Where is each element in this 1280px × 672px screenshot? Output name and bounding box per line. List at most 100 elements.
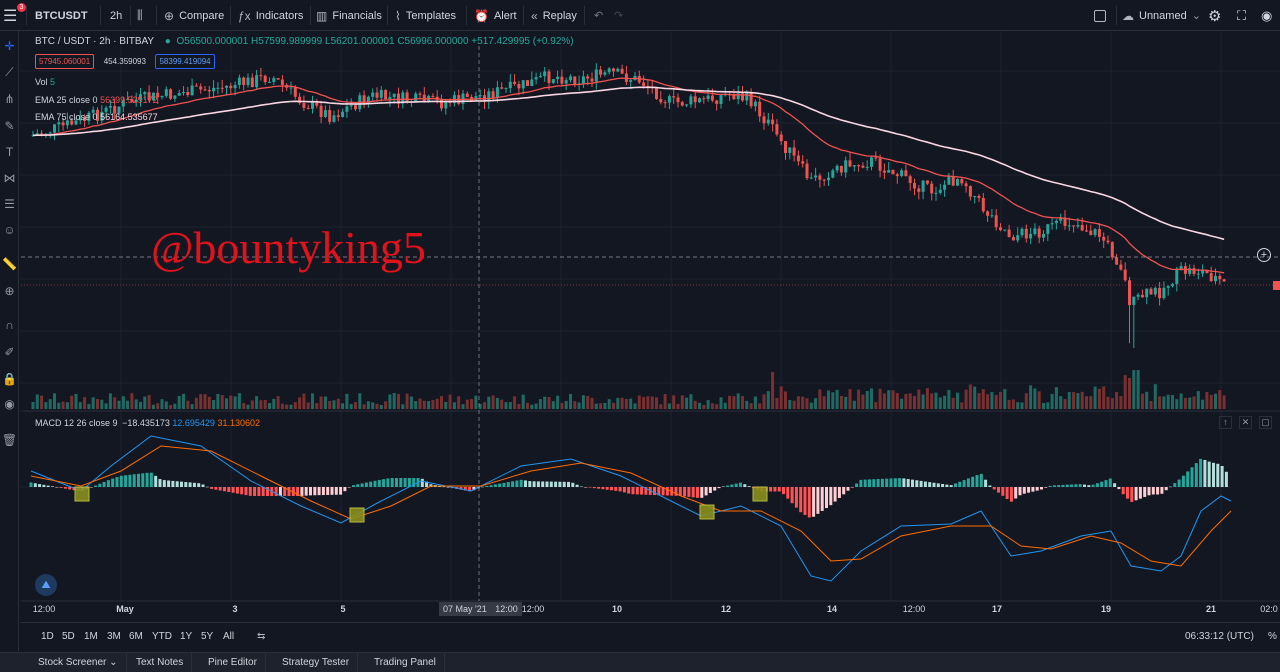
pane-close-button[interactable]: ✕ xyxy=(1239,416,1252,429)
range-button-1y[interactable]: 1Y xyxy=(180,631,193,642)
range-button-1m[interactable]: 1M xyxy=(84,631,98,642)
candle-body xyxy=(1123,269,1127,281)
range-button-5y[interactable]: 5Y xyxy=(201,631,214,642)
layout-menu[interactable]: ☁ Unnamed ⌄ xyxy=(1122,0,1201,31)
templates-button[interactable]: ⌇ Templates xyxy=(395,0,456,31)
utc-clock[interactable]: 06:33:12 (UTC) xyxy=(1185,631,1254,642)
percent-toggle[interactable]: % xyxy=(1268,631,1277,642)
macd-histogram-bar xyxy=(205,486,209,488)
stay-drawing-tool[interactable]: ✐ xyxy=(0,345,19,359)
magnet-tool[interactable]: ∩ xyxy=(0,318,19,332)
chart-area[interactable]: BTC / USDT · 2h · BITBAY ● O56500.000001… xyxy=(21,31,1280,622)
pane-maximize-button[interactable]: ▢ xyxy=(1259,416,1272,429)
pitchfork-tool[interactable]: ⋔ xyxy=(0,92,19,106)
calendar-icon: ⇆ xyxy=(257,631,266,642)
indicators-button[interactable]: ƒx Indicators xyxy=(238,0,303,31)
pane-move-up-button[interactable]: ↑ xyxy=(1219,416,1232,429)
chart-canvas[interactable] xyxy=(21,31,1280,622)
volume-bar xyxy=(870,388,873,409)
tab-strategy-tester[interactable]: Strategy Tester xyxy=(274,653,359,672)
visibility-tool[interactable]: ◉ xyxy=(0,397,19,411)
range-button-6m[interactable]: 6M xyxy=(129,631,143,642)
candle-body xyxy=(538,76,542,78)
symbol-search[interactable]: BTCUSDT xyxy=(35,9,88,22)
replay-button[interactable]: « Replay xyxy=(531,0,577,31)
fib-tool[interactable]: ☰ xyxy=(0,197,19,211)
tab-stock-screener[interactable]: Stock Screener ⌄ xyxy=(30,653,127,672)
candle-body xyxy=(121,100,125,107)
macd-histogram-bar xyxy=(1169,486,1172,488)
settings-button[interactable]: ⚙ xyxy=(1208,0,1221,31)
zoom-tool[interactable]: ⊕ xyxy=(0,284,19,298)
vol-label: Vol xyxy=(35,77,48,87)
candle-body xyxy=(61,122,65,126)
candle-body xyxy=(1218,275,1222,280)
financials-button[interactable]: ▥ Financials xyxy=(316,0,382,31)
select-layout-button[interactable] xyxy=(1094,0,1106,31)
volume-bar xyxy=(603,403,607,409)
candle-body xyxy=(1042,233,1045,238)
trendline-tool[interactable]: ⟋ xyxy=(0,65,19,79)
volume-bar xyxy=(160,399,164,409)
volume-bar xyxy=(822,396,826,409)
volume-bar xyxy=(83,397,87,409)
candle-body xyxy=(87,112,91,122)
interval-button[interactable]: 2h xyxy=(110,9,123,22)
tab-pine-editor[interactable]: Pine Editor xyxy=(200,653,266,672)
macd-histogram-bar xyxy=(506,482,510,487)
volume-bar xyxy=(117,400,121,409)
range-button-1d[interactable]: 1D xyxy=(41,631,54,642)
macd-histogram-bar xyxy=(1199,458,1203,487)
range-button-5d[interactable]: 5D xyxy=(62,631,75,642)
ruler-tool[interactable]: 📏 xyxy=(0,257,19,271)
add-alert-plus-icon[interactable]: + xyxy=(1257,248,1271,262)
tradingview-logo-icon[interactable]: ⛰ xyxy=(35,574,57,596)
alert-label: Alert xyxy=(493,9,517,22)
redo-button[interactable]: ↷ xyxy=(614,0,623,31)
crosshair-tool[interactable]: ✛ xyxy=(0,39,19,53)
buy-price[interactable]: 58399.419094 xyxy=(155,54,215,69)
range-button-ytd[interactable]: YTD xyxy=(152,631,172,642)
undo-button[interactable]: ↶ xyxy=(594,0,603,31)
snapshot-button[interactable]: ◉ xyxy=(1261,0,1272,31)
range-button-3m[interactable]: 3M xyxy=(107,631,121,642)
range-button-all[interactable]: All xyxy=(223,631,235,642)
candle-body xyxy=(715,100,719,104)
candle-body xyxy=(336,115,340,117)
volume-bar xyxy=(762,394,766,409)
lock-tool[interactable]: 🔒 xyxy=(0,372,19,386)
candle-body xyxy=(762,116,766,124)
delete-tool[interactable]: 🗑 xyxy=(0,433,19,447)
candle-body xyxy=(65,120,69,126)
volume-bar xyxy=(689,394,693,409)
candle-body xyxy=(293,87,297,97)
goto-date-button[interactable]: ⇆ xyxy=(257,631,265,642)
sell-price[interactable]: 57945.060001 xyxy=(35,54,95,69)
candle-body xyxy=(379,90,383,98)
macd-histogram-bar xyxy=(1126,487,1129,499)
candle-body xyxy=(1033,228,1037,234)
tab-text-notes[interactable]: Text Notes xyxy=(128,653,193,672)
candle-body xyxy=(225,85,228,88)
time-tick: 10 xyxy=(611,604,623,614)
macd-histogram-bar xyxy=(863,479,867,487)
menu-button[interactable]: ☰ 3 xyxy=(3,0,26,31)
macd-histogram-bar xyxy=(128,474,132,487)
emoji-tool[interactable]: ☺ xyxy=(0,223,19,237)
tab-trading-panel[interactable]: Trading Panel xyxy=(366,653,445,672)
macd-histogram-bar xyxy=(317,487,321,496)
macd-histogram-bar xyxy=(218,487,222,491)
chart-type-button[interactable]: ⫼ xyxy=(137,0,148,31)
alert-button[interactable]: ⏰ Alert xyxy=(474,0,517,31)
pattern-tool[interactable]: ⋈ xyxy=(0,171,19,185)
compare-button[interactable]: ⊕ Compare xyxy=(164,0,224,31)
candle-body xyxy=(792,147,796,156)
brush-tool[interactable]: ✎ xyxy=(0,119,19,133)
fullscreen-button[interactable]: ⛶ xyxy=(1237,0,1246,31)
volume-bar xyxy=(1179,393,1183,409)
macd-histogram-bar xyxy=(601,487,605,490)
macd-histogram-bar xyxy=(833,487,837,502)
candle-body xyxy=(908,176,912,183)
volume-bar xyxy=(156,403,160,409)
text-tool[interactable]: T xyxy=(0,145,19,159)
